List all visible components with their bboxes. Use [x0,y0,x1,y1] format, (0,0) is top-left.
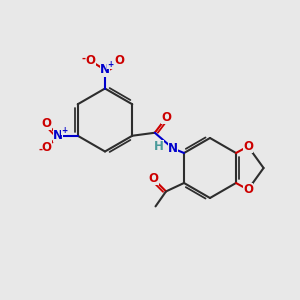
Text: O: O [42,117,52,130]
Text: O: O [243,140,253,153]
Text: -: - [82,53,86,64]
Text: H: H [154,140,164,153]
Text: N: N [53,129,63,142]
Text: O: O [148,172,158,185]
Text: N: N [100,63,110,76]
Text: -: - [38,144,42,154]
Text: O: O [243,183,253,196]
Text: +: + [108,60,114,69]
Text: O: O [161,111,171,124]
Text: O: O [42,141,52,154]
Text: O: O [114,54,124,68]
Text: O: O [85,54,96,68]
Text: N: N [168,142,178,155]
Text: +: + [61,126,67,135]
